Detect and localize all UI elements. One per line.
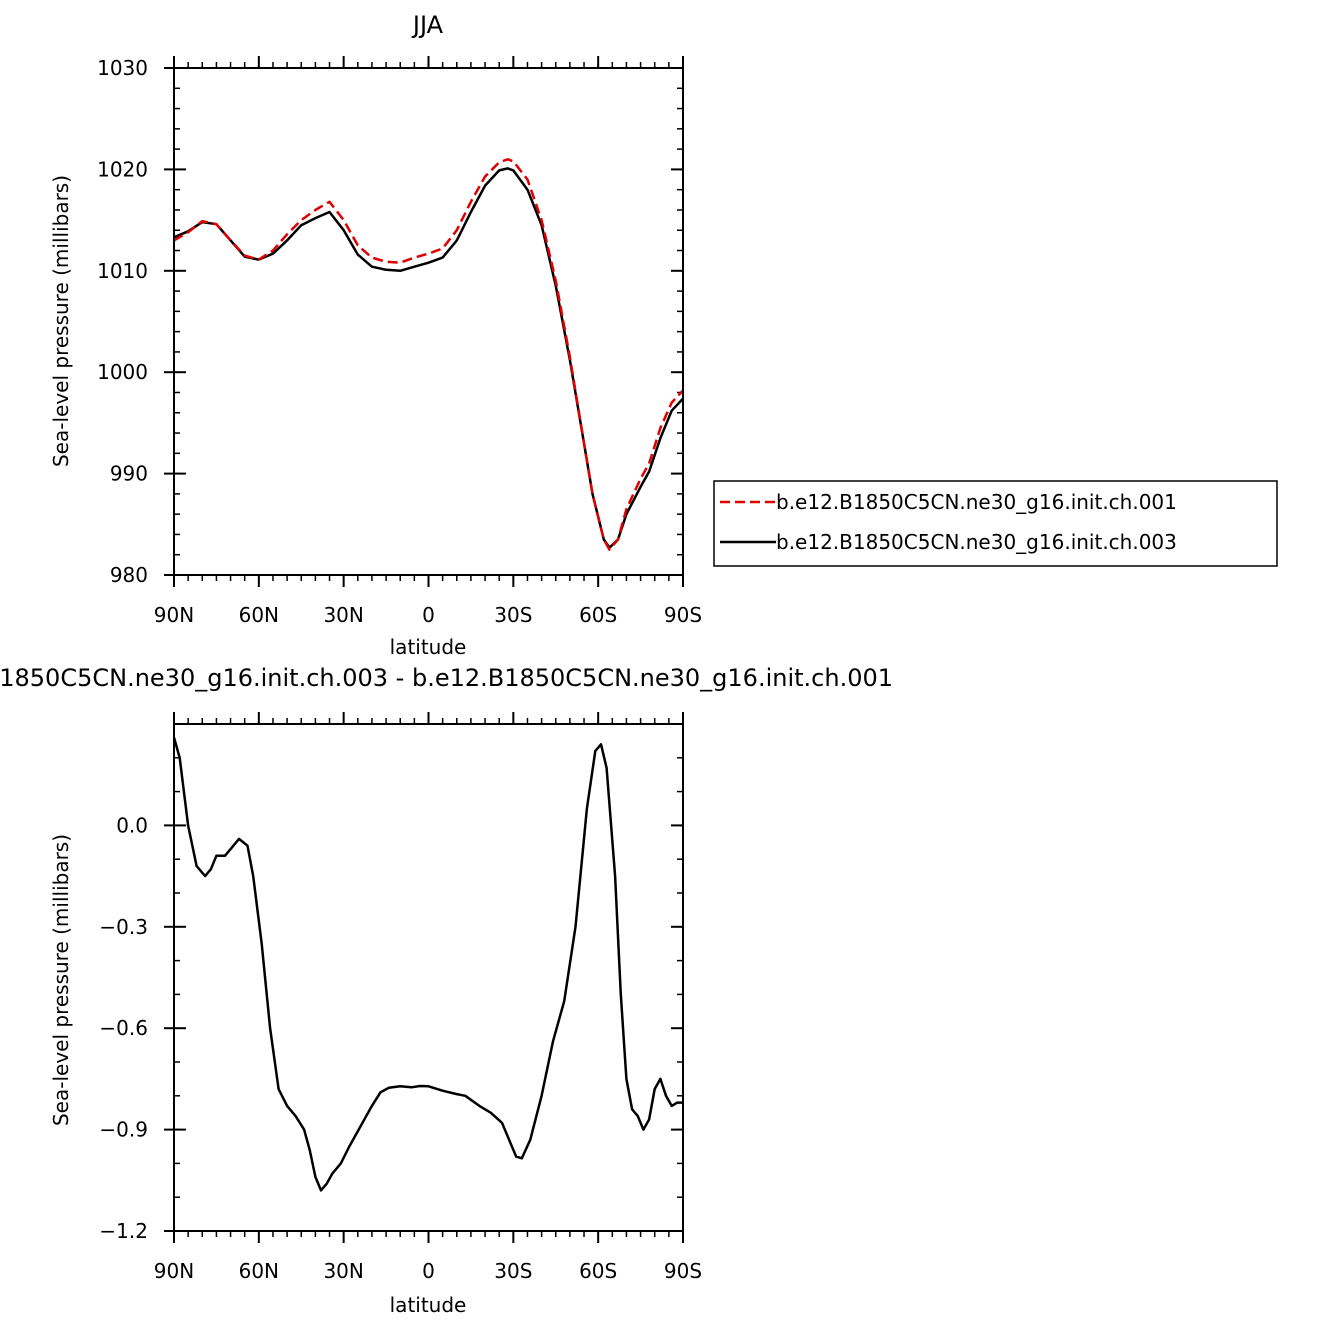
x-tick-label: 90S bbox=[664, 603, 702, 627]
y-tick-label: −0.3 bbox=[99, 915, 148, 939]
x-tick-label: 30S bbox=[494, 603, 532, 627]
y-tick-label: −0.9 bbox=[99, 1118, 148, 1142]
x-tick-label: 60N bbox=[239, 603, 279, 627]
legend-label-series-1: b.e12.B1850C5CN.ne30_g16.init.ch.001 bbox=[776, 490, 1177, 514]
legend-box bbox=[713, 480, 1278, 567]
bottom-series-lines bbox=[172, 737, 683, 1192]
y-tick-label: 1000 bbox=[97, 360, 148, 384]
top-y-axis-label: Sea-level pressure (millibars) bbox=[49, 175, 73, 467]
top-chart-title: JJA bbox=[411, 11, 444, 39]
bottom-y-axis-label: Sea-level pressure (millibars) bbox=[49, 834, 73, 1126]
x-tick-label: 0 bbox=[422, 603, 435, 627]
y-tick-label: 990 bbox=[110, 462, 148, 486]
y-tick-label: 1010 bbox=[97, 259, 148, 283]
top-panel: JJA latitude Sea-level pressure (milliba… bbox=[49, 11, 702, 659]
x-tick-label: 90N bbox=[154, 1259, 194, 1283]
x-tick-label: 90N bbox=[154, 603, 194, 627]
x-tick-label: 30N bbox=[323, 603, 363, 627]
bottom-chart-title: b.e12.B1850C5CN.ne30_g16.init.ch.003 - b… bbox=[0, 664, 893, 692]
y-tick-label: 1020 bbox=[97, 157, 148, 181]
bottom-x-axis-label: latitude bbox=[390, 1293, 467, 1317]
series-line-1 bbox=[173, 158, 684, 551]
top-tick-labels: 90N 60N 30N 0 30S 60S 90S 980 990 1000 1010 1020 103… bbox=[97, 56, 702, 627]
x-tick-label: 60N bbox=[239, 1259, 279, 1283]
top-axis-ticks bbox=[164, 56, 684, 587]
series-line-1 bbox=[172, 737, 683, 1192]
y-tick-label: 0.0 bbox=[116, 813, 148, 837]
x-tick-label: 30S bbox=[494, 1259, 532, 1283]
bottom-axis-ticks bbox=[164, 712, 684, 1243]
x-tick-label: 90S bbox=[664, 1259, 702, 1283]
x-tick-label: 0 bbox=[422, 1259, 435, 1283]
x-tick-label: 60S bbox=[579, 603, 617, 627]
y-tick-label: 980 bbox=[110, 563, 148, 587]
y-tick-label: −1.2 bbox=[99, 1219, 148, 1243]
top-plot-frame bbox=[173, 67, 684, 576]
top-x-axis-label: latitude bbox=[390, 635, 467, 659]
legend-label-series-2: b.e12.B1850C5CN.ne30_g16.init.ch.003 bbox=[776, 530, 1177, 554]
bottom-tick-labels: 90N 60N 30N 0 30S 60S 90S −1.2 −0.9 −0.6 −0.3 0.0 bbox=[99, 813, 702, 1283]
bottom-plot-frame bbox=[173, 723, 684, 1232]
y-tick-label: 1030 bbox=[97, 56, 148, 80]
legend: b.e12.B1850C5CN.ne30_g16.init.ch.001 b.e… bbox=[713, 480, 1278, 567]
top-series-lines bbox=[173, 158, 684, 551]
x-tick-label: 60S bbox=[579, 1259, 617, 1283]
bottom-panel: b.e12.B1850C5CN.ne30_g16.init.ch.003 - b… bbox=[0, 664, 893, 1317]
y-tick-label: −0.6 bbox=[99, 1016, 148, 1040]
series-line-2 bbox=[173, 167, 684, 549]
x-tick-label: 30N bbox=[323, 1259, 363, 1283]
